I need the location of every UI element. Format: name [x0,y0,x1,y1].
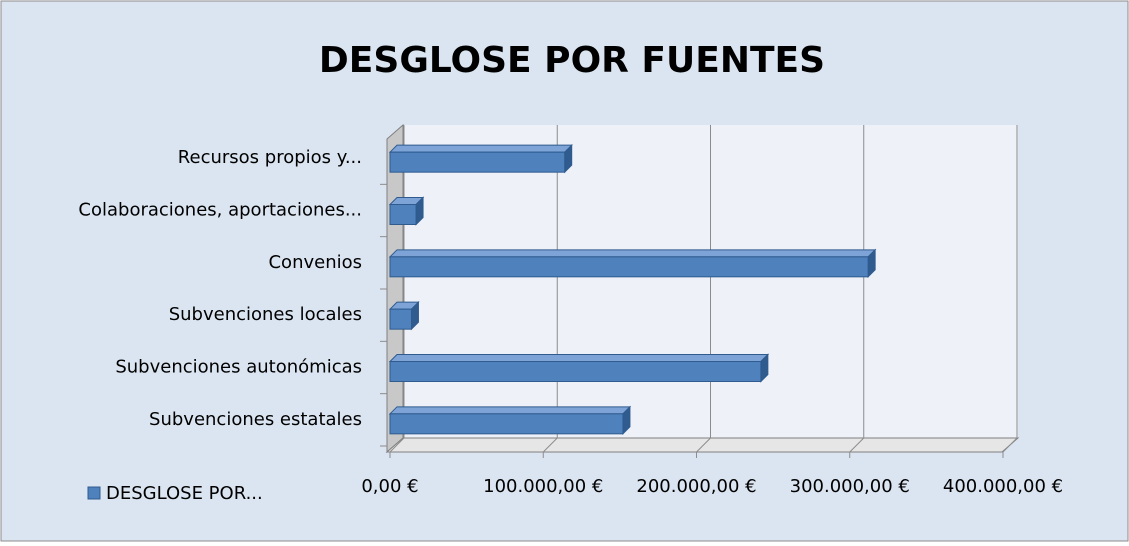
bar-face [389,308,412,330]
bar-face [389,361,762,382]
side-wall [386,123,404,454]
chart-title: DESGLOSE POR FUENTES [319,40,825,81]
bar [388,196,425,226]
bar [388,353,770,383]
bar-face [388,144,573,153]
bar-face [389,413,624,435]
y-tick-label: Subvenciones locales [169,304,362,325]
y-tick-label: Recursos propios y... [178,147,362,168]
bar-face [388,406,632,415]
bar [388,143,573,174]
y-tick-label: Convenios [268,252,362,273]
bar-face [389,256,869,278]
legend-swatch [87,486,101,500]
x-tick-label: 100.000,00 € [483,476,603,497]
x-tick-label: 200.000,00 € [636,476,756,497]
bar-face [389,151,566,173]
bar [388,248,877,279]
bar-face [388,354,770,362]
bar-face [388,249,877,258]
floor [385,437,1020,453]
x-tick-label: 400.000,00 € [943,476,1063,497]
tick-mark [1002,437,1018,453]
tick-mark [542,437,558,453]
tick-mark [389,437,405,453]
x-tick-label: 300.000,00 € [790,476,910,497]
tick-mark [849,437,865,453]
bar [388,405,632,436]
y-tick-label: Colaboraciones, aportaciones... [78,200,362,221]
tick-mark [696,437,711,453]
bar-face [389,204,417,225]
legend-label: DESGLOSE POR... [106,483,263,504]
y-tick-label: Subvenciones estatales [149,409,362,430]
bar [388,300,420,331]
x-tick-label: 0,00 € [361,476,418,497]
y-tick-label: Subvenciones autonómicas [115,357,362,378]
